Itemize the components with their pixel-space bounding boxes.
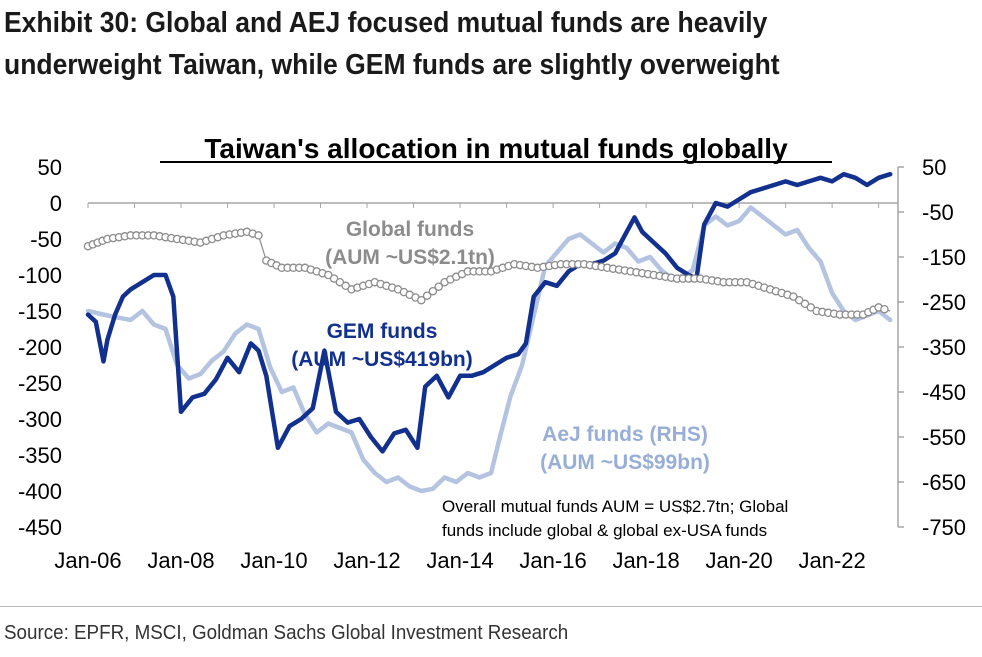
y-right-tick-label: -450 <box>922 380 966 405</box>
y-right-tick-label: 50 <box>922 155 946 180</box>
x-tick-label: Jan-18 <box>612 548 679 573</box>
global-funds-label: Global funds <box>346 218 474 241</box>
exhibit-title: Exhibit 30: Global and AEJ focused mutua… <box>4 2 911 86</box>
aum-note-line-2: funds include global & global ex-USA fun… <box>442 521 767 540</box>
y-left-tick-label: -350 <box>18 443 62 468</box>
x-tick-label: Jan-16 <box>519 548 586 573</box>
y-left-tick-label: -50 <box>30 227 62 252</box>
global-funds-marker <box>422 291 432 300</box>
y-right-tick-label: -50 <box>922 200 954 225</box>
x-tick-label: Jan-06 <box>54 548 121 573</box>
footer-divider <box>0 606 982 607</box>
x-tick-label: Jan-10 <box>240 548 307 573</box>
x-tick-label: Jan-14 <box>426 548 493 573</box>
exhibit-title-line-2: underweight Taiwan, while GEM funds are … <box>4 49 780 81</box>
y-left-tick-label: -200 <box>18 335 62 360</box>
x-tick-label: Jan-12 <box>333 548 400 573</box>
aej-funds-label: AeJ funds (RHS) <box>542 423 708 446</box>
y-right-tick-label: -150 <box>922 245 966 270</box>
x-tick-label: Jan-08 <box>147 548 214 573</box>
y-left-tick-label: -300 <box>18 407 62 432</box>
global-funds-marker <box>417 295 426 305</box>
y-right-tick-label: -550 <box>922 425 966 450</box>
y-right-tick-label: -350 <box>922 335 966 360</box>
y-left-tick-label: 0 <box>50 191 62 216</box>
y-right-tick-label: -750 <box>922 515 966 540</box>
chart-title: Taiwan's allocation in mutual funds glob… <box>204 133 788 164</box>
x-tick-label: Jan-20 <box>705 548 772 573</box>
source-note: Source: EPFR, MSCI, Goldman Sachs Global… <box>4 622 569 644</box>
y-left-tick-label: -450 <box>18 515 62 540</box>
aum-note-line-1: Overall mutual funds AUM = US$2.7tn; Glo… <box>442 497 788 516</box>
y-left-tick-label: -400 <box>18 479 62 504</box>
line-chart: Taiwan's allocation in mutual funds glob… <box>18 133 966 573</box>
aej-funds-aum-label: (AUM ~US$99bn) <box>540 451 710 474</box>
series-gem-funds-line <box>85 171 893 454</box>
global-funds-marker <box>428 286 438 296</box>
y-left-tick-label: 50 <box>38 155 62 180</box>
global-funds-aum-label: (AUM ~US$2.1tn) <box>325 246 495 269</box>
y-left-tick-label: -250 <box>18 371 62 396</box>
exhibit-title-line-1: Exhibit 30: Global and AEJ focused mutua… <box>4 7 768 39</box>
y-left-tick-label: -150 <box>18 299 62 324</box>
global-funds-marker <box>434 282 443 291</box>
y-right-tick-label: -250 <box>922 290 966 315</box>
global-funds-marker <box>880 304 889 314</box>
gem-funds-label: GEM funds <box>327 320 438 343</box>
global-funds-marker <box>254 231 263 240</box>
y-left-tick-label: -100 <box>18 263 62 288</box>
gem-funds-aum-label: (AUM ~US$419bn) <box>291 348 472 371</box>
y-right-tick-label: -650 <box>922 470 966 495</box>
series-aej-funds-line <box>85 205 893 494</box>
x-tick-label: Jan-22 <box>798 548 865 573</box>
